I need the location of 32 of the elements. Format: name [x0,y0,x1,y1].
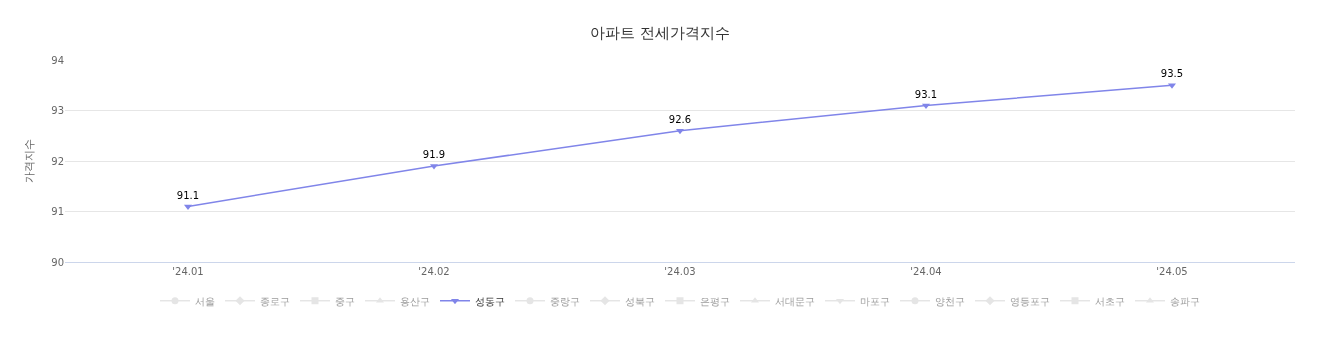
point [675,128,685,135]
legend-label: 영등포구 [1010,295,1050,307]
y-tick-label: 90 [51,256,64,268]
y-axis-title: 가격지수 [22,139,36,183]
legend-label: 종로구 [260,295,290,307]
data-label: 93.1 [914,88,938,100]
data-label: 91.1 [176,189,200,201]
x-tick-label: '24.04 [910,266,942,277]
legend-label: 서초구 [1095,295,1125,307]
x-tick-label: '24.03 [664,266,696,277]
y-tick-label: 93 [51,105,64,116]
legend-label: 서울 [195,295,215,307]
legend-label: 성북구 [625,295,655,307]
x-tick-label: '24.01 [172,266,204,277]
legend-label: 서대문구 [775,295,815,307]
legend-label: 중구 [335,295,355,307]
data-label: 92.6 [668,113,692,125]
legend-label: 양천구 [935,295,965,307]
data-label: 93.5 [1160,68,1184,80]
x-tick-label: '24.02 [418,266,450,277]
chart-title: 아파트 전세가격지수 [590,23,730,42]
y-tick-label: 94 [51,54,64,66]
legend-label: 송파구 [1170,295,1200,307]
x-tick-label: '24.05 [1156,266,1188,277]
legend-label: 성동구 [475,295,505,307]
data-label: 91.9 [422,149,446,161]
legend-label: 중랑구 [550,295,580,307]
y-tick-label: 92 [51,155,64,167]
legend-label: 마포구 [860,295,890,307]
y-tick-label: 91 [51,206,64,217]
legend-label: 은평구 [700,295,730,307]
legend-label: 용산구 [400,295,430,307]
